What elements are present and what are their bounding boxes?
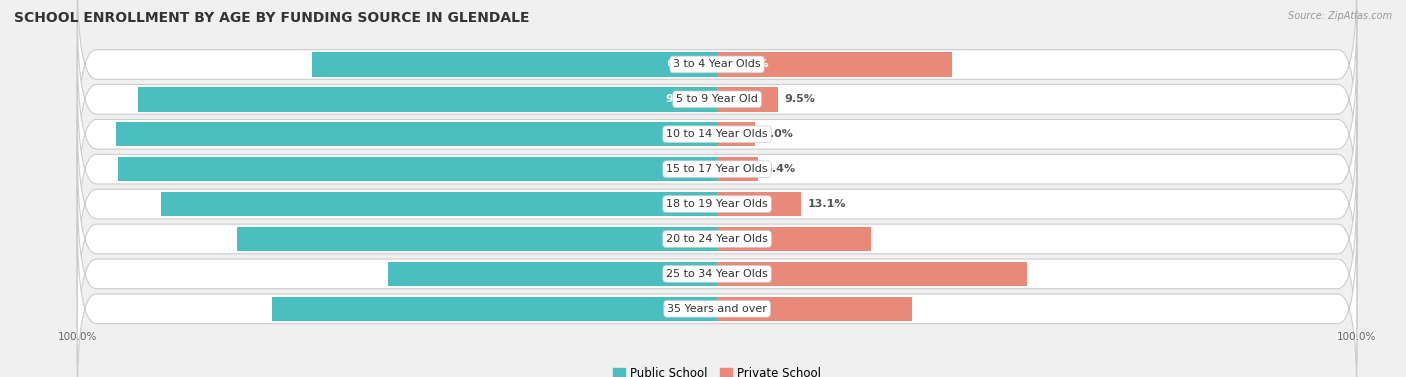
Text: 15 to 17 Year Olds: 15 to 17 Year Olds: [666, 164, 768, 174]
Bar: [271, 297, 717, 321]
Bar: [115, 122, 717, 147]
Text: 18 to 19 Year Olds: 18 to 19 Year Olds: [666, 199, 768, 209]
Text: 48.5%: 48.5%: [730, 269, 769, 279]
Bar: [717, 157, 758, 181]
Text: 6.4%: 6.4%: [765, 164, 796, 174]
FancyBboxPatch shape: [77, 149, 1357, 329]
FancyBboxPatch shape: [77, 79, 1357, 259]
Text: 10 to 14 Year Olds: 10 to 14 Year Olds: [666, 129, 768, 139]
FancyBboxPatch shape: [77, 184, 1357, 364]
Text: 94.0%: 94.0%: [665, 129, 704, 139]
Text: 51.5%: 51.5%: [666, 269, 704, 279]
Bar: [717, 122, 755, 147]
FancyBboxPatch shape: [77, 0, 1357, 154]
Bar: [118, 157, 717, 181]
Bar: [717, 52, 952, 77]
Text: Source: ZipAtlas.com: Source: ZipAtlas.com: [1288, 11, 1392, 21]
Text: 93.6%: 93.6%: [665, 164, 704, 174]
Text: 30.4%: 30.4%: [730, 304, 768, 314]
Text: 35 Years and over: 35 Years and over: [666, 304, 768, 314]
Text: 24.0%: 24.0%: [730, 234, 769, 244]
Text: 36.7%: 36.7%: [730, 60, 769, 69]
Bar: [388, 262, 717, 286]
Text: SCHOOL ENROLLMENT BY AGE BY FUNDING SOURCE IN GLENDALE: SCHOOL ENROLLMENT BY AGE BY FUNDING SOUR…: [14, 11, 530, 25]
Bar: [717, 262, 1028, 286]
FancyBboxPatch shape: [77, 114, 1357, 294]
Bar: [717, 87, 778, 112]
Text: 9.5%: 9.5%: [785, 94, 815, 104]
Text: 69.6%: 69.6%: [665, 304, 704, 314]
Bar: [717, 297, 911, 321]
Text: 5 to 9 Year Old: 5 to 9 Year Old: [676, 94, 758, 104]
Bar: [162, 192, 717, 216]
Text: 90.5%: 90.5%: [666, 94, 704, 104]
Text: 75.0%: 75.0%: [666, 234, 704, 244]
Text: 25 to 34 Year Olds: 25 to 34 Year Olds: [666, 269, 768, 279]
FancyBboxPatch shape: [77, 219, 1357, 377]
Text: 20 to 24 Year Olds: 20 to 24 Year Olds: [666, 234, 768, 244]
Text: 86.9%: 86.9%: [665, 199, 704, 209]
Bar: [717, 192, 801, 216]
Legend: Public School, Private School: Public School, Private School: [607, 362, 827, 377]
FancyBboxPatch shape: [77, 9, 1357, 189]
Bar: [138, 87, 717, 112]
Text: 13.1%: 13.1%: [807, 199, 846, 209]
Text: 6.0%: 6.0%: [762, 129, 793, 139]
FancyBboxPatch shape: [77, 44, 1357, 224]
Bar: [238, 227, 717, 251]
Bar: [717, 227, 870, 251]
Text: 63.3%: 63.3%: [666, 60, 704, 69]
Text: 3 to 4 Year Olds: 3 to 4 Year Olds: [673, 60, 761, 69]
Bar: [312, 52, 717, 77]
